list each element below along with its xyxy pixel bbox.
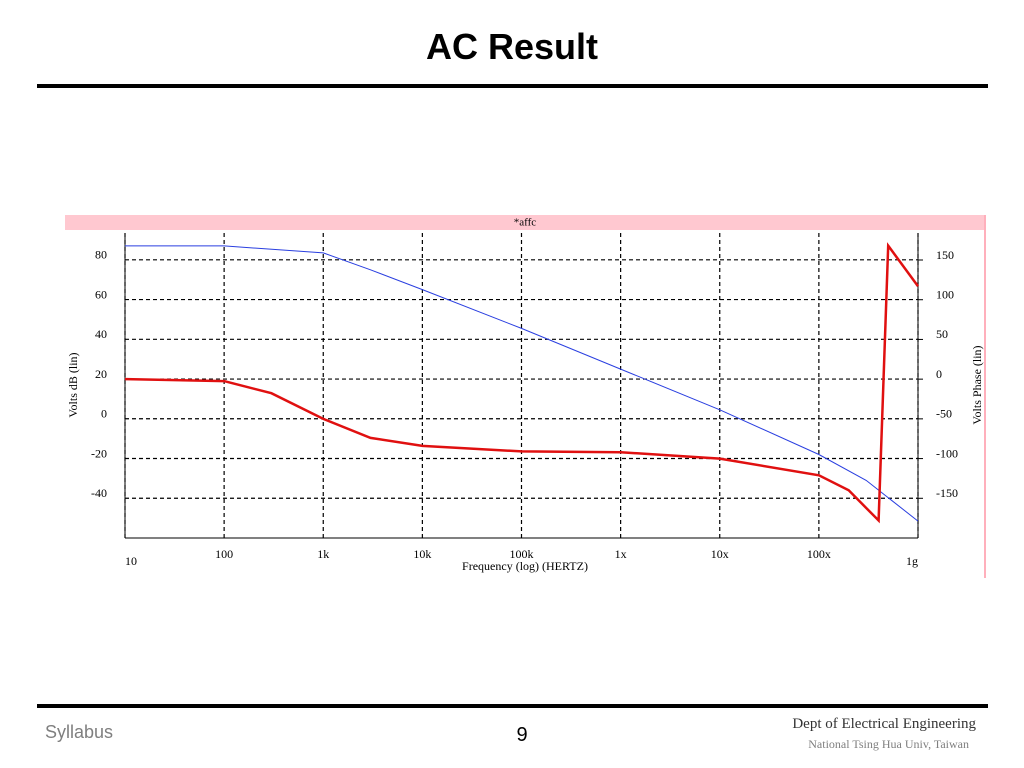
x-tick-label: 10k [413, 547, 431, 561]
y-tick-label: 40 [95, 327, 107, 341]
x-axis-label: Frequency (log) (HERTZ) [462, 559, 588, 573]
x-tick-label: 10x [711, 547, 729, 561]
x-tick-label: 1k [317, 547, 329, 561]
y2-tick-label: 100 [936, 287, 954, 301]
x-tick-label: 100 [215, 547, 233, 561]
chart-title: *affc [514, 217, 537, 229]
y2-axis-label: Volts Phase (lin) [970, 345, 984, 424]
x-tick-label: 1x [615, 547, 627, 561]
y-tick-label: 60 [95, 287, 107, 301]
series-line [124, 242, 920, 524]
y2-tick-label: 50 [936, 327, 948, 341]
y-tick-label: 20 [95, 367, 107, 381]
footer-univ: National Tsing Hua Univ, Taiwan [808, 737, 969, 751]
y-tick-label: 0 [101, 407, 107, 421]
y2-tick-label: 150 [936, 248, 954, 262]
header-rule [37, 84, 988, 88]
y2-tick-label: -100 [936, 446, 958, 460]
footer-dept: Dept of Electrical Engineering [792, 716, 976, 732]
y-tick-label: 80 [95, 248, 107, 262]
y-tick-label: -20 [91, 446, 107, 460]
y-axis-label: Volts dB (lin) [66, 352, 80, 417]
y2-tick-label: -150 [936, 486, 958, 500]
chart-header-band [65, 215, 985, 230]
footer-rule [37, 704, 988, 708]
x-tick-label: 100x [807, 547, 831, 561]
footer-label: Syllabus [45, 722, 114, 742]
x-tick-label: 10 [125, 554, 137, 568]
y2-tick-label: -50 [936, 407, 952, 421]
y2-tick-label: 0 [936, 367, 942, 381]
slide-title: AC Result [425, 26, 599, 67]
x-tick-label: 1g [906, 554, 918, 568]
series-line [125, 245, 919, 522]
x-tick-label: 100k [510, 547, 534, 561]
y-tick-label: -40 [91, 486, 107, 500]
page-number: 9 [516, 724, 528, 746]
